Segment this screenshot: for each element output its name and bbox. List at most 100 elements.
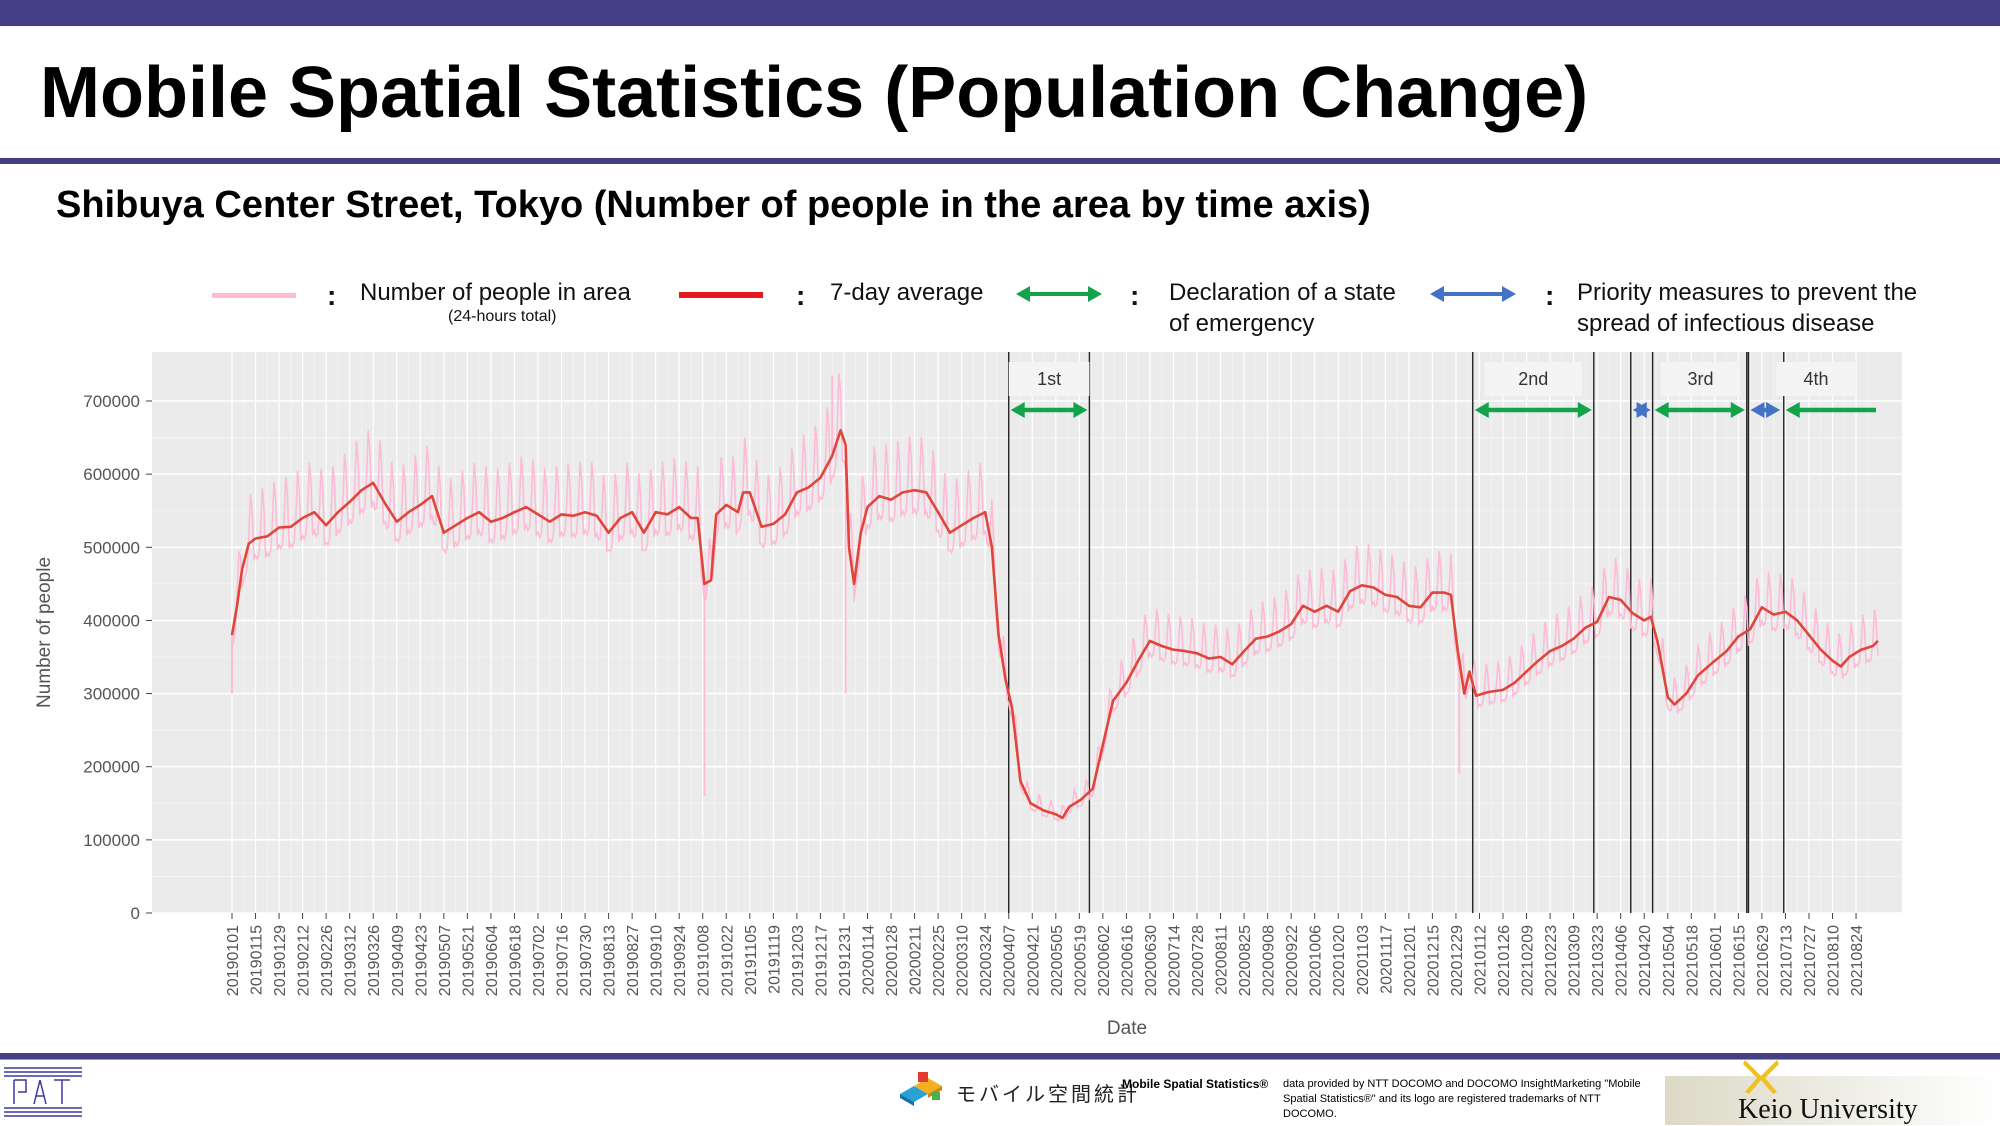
x-tick-label: 20200811 (1214, 925, 1231, 995)
x-tick-label: 20201103 (1355, 925, 1372, 995)
x-tick-label: 20210126 (1496, 925, 1513, 996)
legend-priority-arrow-icon (1430, 286, 1516, 302)
x-tick-label: 20201201 (1402, 925, 1419, 996)
y-tick-label: 200000 (83, 758, 140, 777)
x-tick-label: 20210504 (1661, 925, 1678, 996)
x-tick-label: 20210727 (1802, 925, 1819, 996)
mobile-spatial-statistics-brand: モバイル空間統計 (956, 1084, 1140, 1106)
university-name: Keio University (1738, 1094, 1918, 1125)
x-tick-label: 20210323 (1590, 925, 1607, 996)
x-tick-label: 20210810 (1826, 925, 1843, 996)
legend-colon: : (1130, 280, 1140, 311)
page-title: Mobile Spatial Statistics (Population Ch… (40, 53, 1589, 133)
x-tick-label: 20190212 (296, 925, 313, 996)
x-tick-label: 20210406 (1614, 925, 1631, 996)
keio-pen-icon (1743, 1060, 1779, 1094)
x-tick-label: 20191203 (790, 925, 807, 996)
top-bar (0, 0, 2000, 26)
priority-arrowhead (1766, 402, 1781, 418)
x-tick-label: 20200825 (1237, 925, 1254, 996)
x-tick-label: 20200630 (1143, 925, 1160, 996)
x-tick-label: 20190604 (484, 925, 501, 996)
x-tick-label: 20200407 (1002, 925, 1019, 996)
period-label: 3rd (1688, 369, 1714, 389)
emergency-arrowhead (1654, 402, 1669, 418)
x-tick-label: 20200602 (1096, 925, 1113, 996)
mobile-spatial-statistics-logo-icon (900, 1072, 942, 1106)
emergency-arrowhead (1010, 402, 1025, 418)
x-tick-label: 20210209 (1520, 925, 1537, 996)
emergency-arrowhead (1785, 402, 1800, 418)
x-tick-label: 20210518 (1684, 925, 1701, 996)
x-tick-label: 20190716 (555, 925, 572, 996)
x-tick-label: 20210601 (1708, 925, 1725, 996)
chart-subtitle: Shibuya Center Street, Tokyo (Number of … (56, 184, 1371, 226)
x-tick-label: 20210309 (1567, 925, 1584, 996)
priority-arrowhead (1636, 402, 1651, 418)
x-tick-label: 20200616 (1119, 925, 1136, 996)
x-tick-label: 20190129 (272, 925, 289, 996)
x-tick-label: 20190702 (531, 925, 548, 996)
y-tick-label: 700000 (83, 392, 140, 411)
legend-colon: : (1545, 280, 1555, 311)
emergency-arrowhead (1474, 402, 1489, 418)
x-tick-label: 20200225 (931, 925, 948, 996)
legend-avg-label: 7-day average (830, 279, 984, 306)
population-chart: 0 100000 200000 300000 400000 500000 600000 700… (34, 352, 1902, 1039)
emergency-arrowhead (1073, 402, 1088, 418)
x-tick-label: 20190101 (225, 925, 242, 996)
x-tick-label: 20190409 (390, 925, 407, 996)
x-tick-label: 20191022 (719, 925, 736, 996)
legend-daily-swatch (212, 293, 296, 298)
x-tick-label: 20190910 (649, 925, 666, 996)
footer-divider-thin (0, 1059, 2000, 1060)
legend-colon: : (796, 280, 806, 311)
grid (152, 352, 1902, 914)
x-tick-label: 20201006 (1308, 925, 1325, 996)
legend-daily-label: Number of people in area (360, 279, 631, 306)
legend-daily-sublabel: (24-hours total) (448, 308, 557, 325)
legend-emergency-label-line1: Declaration of a state (1169, 279, 1396, 306)
x-tick-label: 20200728 (1190, 925, 1207, 996)
x-tick-label: 20210223 (1543, 925, 1560, 996)
legend-colon: : (327, 280, 337, 311)
legend-priority-label-line1: Priority measures to prevent the (1577, 279, 1918, 306)
title-divider (0, 158, 2000, 164)
x-tick-label: 20190312 (343, 925, 360, 996)
x-tick-label: 20190813 (602, 925, 619, 996)
x-tick-label: 20191217 (813, 925, 830, 996)
x-tick-label: 20200519 (1072, 925, 1089, 996)
y-tick-label: 100000 (83, 831, 140, 850)
x-tick-label: 20190226 (319, 925, 336, 996)
emergency-arrowhead (1730, 402, 1745, 418)
x-tick-label: 20210713 (1778, 925, 1795, 996)
x-tick-label: 20200505 (1049, 925, 1066, 996)
y-tick-label: 400000 (83, 611, 140, 630)
x-tick-label: 20210824 (1849, 925, 1866, 996)
x-tick-label: 20190521 (460, 925, 477, 996)
x-tick-label: 20210629 (1755, 925, 1772, 996)
x-tick-label: 20190827 (625, 925, 642, 996)
period-label: 2nd (1518, 369, 1548, 389)
legend-emergency-label-line2: of emergency (1169, 310, 1315, 337)
period-label-box (1661, 362, 1741, 396)
y-tick-label: 300000 (83, 685, 140, 704)
legend-priority-label-line2: spread of infectious disease (1577, 310, 1875, 337)
x-tick-label: 20210615 (1731, 925, 1748, 996)
y-axis: 0 100000 200000 300000 400000 500000 600000 700… (34, 392, 152, 923)
x-tick-label: 20190507 (437, 925, 454, 996)
x-tick-label: 20190618 (507, 925, 524, 996)
period-label: 1st (1037, 369, 1061, 389)
x-tick-label: 20191231 (837, 925, 854, 996)
plot-background (152, 352, 1902, 913)
periods: 1st 2nd 3rd 4th (1008, 352, 1876, 913)
period-label-box (1484, 362, 1583, 396)
emergency-arrowhead (1577, 402, 1592, 418)
y-tick-label: 500000 (83, 538, 140, 557)
period-label-box (1776, 362, 1856, 396)
y-tick-label: 0 (131, 904, 140, 923)
x-tick-label: 20191119 (766, 925, 783, 994)
period-label-box (1008, 362, 1090, 396)
x-tick-label: 20201117 (1378, 925, 1395, 994)
x-tick-label: 20191105 (743, 925, 760, 995)
